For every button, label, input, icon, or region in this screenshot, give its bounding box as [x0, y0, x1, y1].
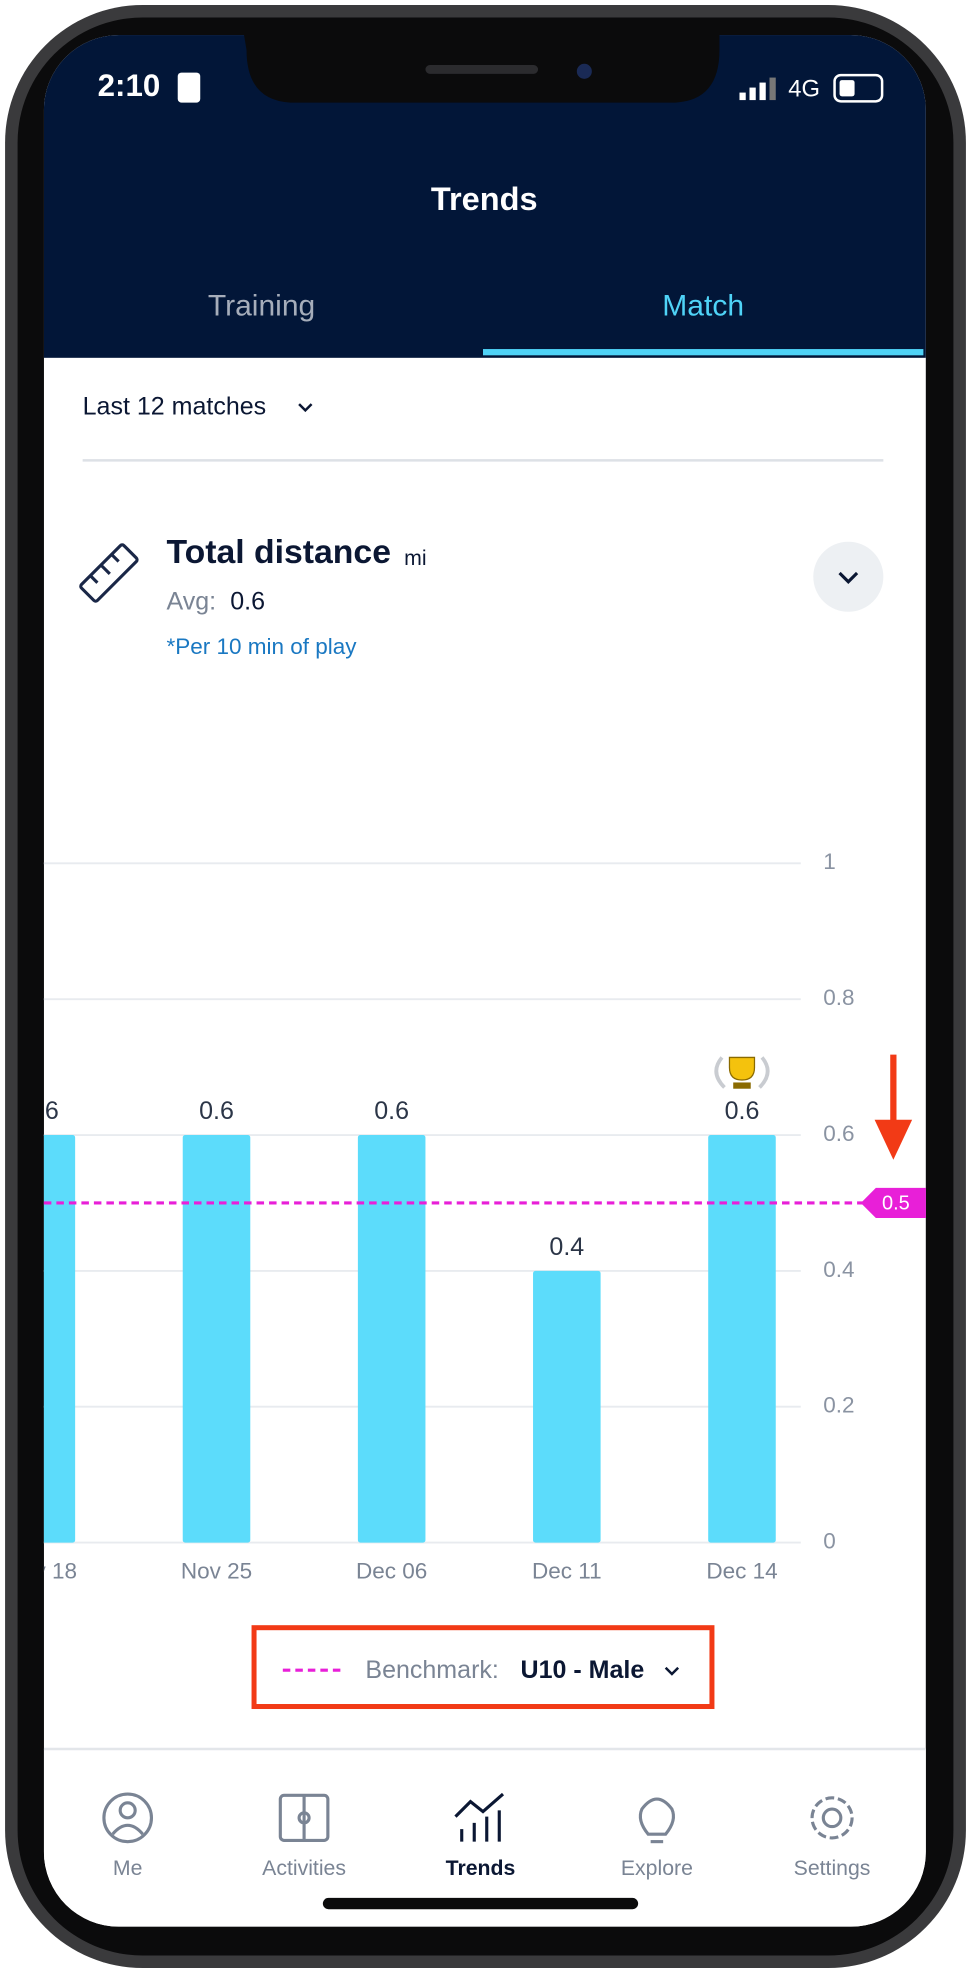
nav-label[interactable]: Me: [113, 1856, 143, 1880]
value-label: 0.6: [374, 1097, 409, 1125]
y-tick-label: 0.6: [823, 1121, 854, 1146]
tab[interactable]: Match: [662, 290, 744, 323]
nav-icon[interactable]: [638, 1797, 675, 1844]
battery: [833, 73, 884, 103]
status-time: 2:10: [98, 68, 161, 103]
nav-icon[interactable]: [810, 1796, 854, 1840]
icon-part: [821, 1807, 843, 1829]
icon-part: [111, 1823, 144, 1836]
nav-bg: [43, 1749, 926, 1927]
plot-area: 0.6 Nov 18 0.6 Nov 25 0.6 Dec 06 0.4 Dec 11 0.6 D…: [6, 1097, 778, 1584]
camera: [576, 63, 592, 79]
nav-icon[interactable]: [454, 1792, 505, 1842]
nav-icon[interactable]: [102, 1792, 154, 1844]
x-tick-label: Dec 14: [706, 1559, 777, 1584]
benchmark-tag-label: 0.5: [882, 1192, 910, 1214]
benchmark-chevron: [664, 1666, 680, 1676]
icon-part: [810, 1796, 854, 1840]
trophy-cup: [728, 1056, 756, 1081]
nav-icon[interactable]: [278, 1793, 330, 1842]
ruler-icon: [79, 543, 139, 603]
speaker: [425, 65, 539, 74]
expand-chevron: [838, 571, 859, 584]
nav-label[interactable]: Explore: [621, 1856, 693, 1880]
value-label: 0.4: [549, 1233, 584, 1261]
bar: [182, 1135, 251, 1543]
y-tick-label: 0.4: [823, 1257, 854, 1282]
bar: [533, 1270, 601, 1543]
filter-chevron: [298, 403, 313, 413]
nav-label[interactable]: Settings: [794, 1856, 871, 1880]
nav-label[interactable]: Activities: [262, 1856, 346, 1880]
icon-part: [297, 1811, 311, 1825]
y-tick-label: 1: [823, 849, 836, 874]
x-tick-label: Nov 18: [6, 1559, 77, 1584]
avg-value: 0.6: [230, 588, 265, 616]
screen: [43, 35, 926, 1927]
y-tick-label: 0.2: [823, 1393, 854, 1418]
value-label: 0.6: [24, 1097, 59, 1125]
home-indicator: [322, 1897, 639, 1910]
tab[interactable]: Training: [208, 290, 315, 323]
chart: 0 0.2 0.4 0.6 0.8 1 0.6 Nov 18 0.6 Nov 25 0.6 Dec 0…: [6, 849, 926, 1584]
benchmark-label: Benchmark:: [365, 1656, 498, 1684]
metric-note: *Per 10 min of play: [166, 634, 357, 659]
metric-unit: mi: [404, 546, 426, 570]
annotation-arrowhead: [874, 1119, 913, 1160]
value-label: 0.6: [725, 1097, 760, 1125]
status-network: 4G: [788, 75, 820, 102]
bar: [357, 1135, 426, 1543]
tab-underline: [482, 349, 924, 356]
avg-label: Avg:: [166, 588, 216, 616]
metric-title: Total distance: [166, 533, 391, 571]
bar: [708, 1135, 776, 1543]
benchmark-value[interactable]: U10 - Male: [521, 1656, 645, 1684]
x-tick-label: Dec 11: [532, 1559, 602, 1584]
y-tick-label: 0: [823, 1529, 836, 1554]
icon-part: [118, 1801, 137, 1820]
status-icon: [177, 72, 201, 103]
bar: [43, 1135, 76, 1543]
expand-button[interactable]: [813, 541, 884, 612]
icon-part: [102, 1792, 154, 1844]
annotation-box: [251, 1625, 715, 1710]
signal: [739, 77, 776, 101]
benchmark-tag: [860, 1187, 926, 1218]
trophy-base: [733, 1082, 751, 1089]
y-tick-label: 0.8: [823, 985, 854, 1010]
battery-level: [839, 80, 855, 97]
nav-label[interactable]: Trends: [446, 1856, 516, 1880]
icon-part: [638, 1797, 675, 1836]
value-label: 0.6: [199, 1097, 234, 1125]
page-title: Trends: [431, 181, 538, 217]
trophy-laurel: [714, 1056, 770, 1089]
x-tick-label: Dec 06: [356, 1559, 427, 1584]
filter-dropdown[interactable]: Last 12 matches: [83, 392, 267, 420]
icon-part: [454, 1792, 505, 1818]
x-tick-label: Nov 25: [181, 1559, 252, 1584]
